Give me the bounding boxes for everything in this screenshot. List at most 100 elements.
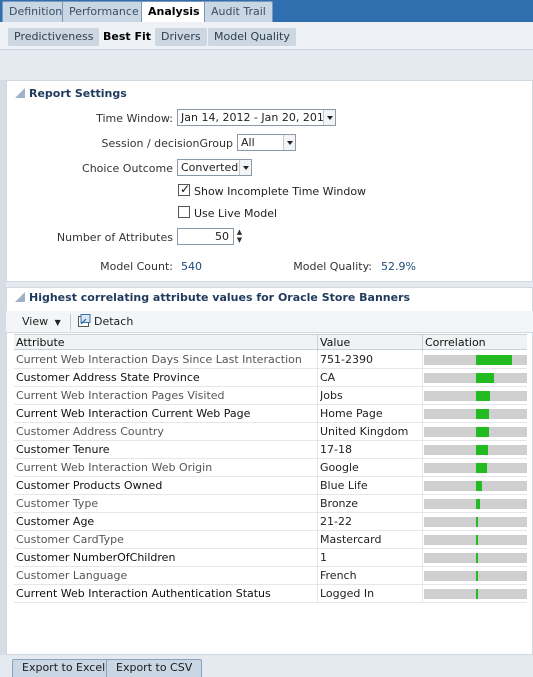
value-cell: Mastercard bbox=[320, 533, 382, 546]
table-row[interactable]: Current Web Interaction Web Origin Google bbox=[14, 459, 527, 477]
session-dropdown[interactable]: All bbox=[237, 134, 296, 151]
column-header-attribute[interactable]: Attribute bbox=[16, 336, 65, 349]
cell-divider bbox=[317, 495, 318, 513]
correlation-bar-track bbox=[424, 571, 527, 581]
top-tab-bar: Definition Performance Analysis Audit Tr… bbox=[0, 0, 533, 23]
cell-divider bbox=[422, 549, 423, 567]
subtab-predictiveness[interactable]: Predictiveness bbox=[8, 28, 100, 46]
cell-divider bbox=[317, 549, 318, 567]
correlation-bar bbox=[476, 481, 482, 491]
attribute-cell: Customer NumberOfChildren bbox=[16, 551, 176, 564]
correlation-bar bbox=[476, 499, 480, 509]
export-excel-button[interactable]: Export to Excel bbox=[12, 659, 116, 677]
show-incomplete-checkbox[interactable] bbox=[178, 182, 190, 196]
correlation-bar-track bbox=[424, 553, 527, 563]
value-cell: Logged In bbox=[320, 587, 375, 600]
attribute-cell: Customer Address Country bbox=[16, 425, 164, 438]
model-quality-value: 52.9% bbox=[381, 260, 416, 273]
cell-divider bbox=[317, 477, 318, 495]
table-row[interactable]: Current Web Interaction Pages Visited Job… bbox=[14, 387, 527, 405]
correlation-bar bbox=[476, 355, 512, 365]
show-incomplete-label: Show Incomplete Time Window bbox=[194, 185, 367, 198]
value-cell: 1 bbox=[320, 551, 327, 564]
session-label: Session / decisionGroup bbox=[101, 137, 233, 150]
use-live-model-checkbox[interactable] bbox=[178, 206, 190, 218]
tab-definition[interactable]: Definition bbox=[2, 1, 70, 22]
subtab-model-quality[interactable]: Model Quality bbox=[208, 28, 296, 46]
correlation-bar-track bbox=[424, 373, 527, 383]
time-window-label: Time Window: bbox=[96, 112, 173, 125]
export-csv-button[interactable]: Export to CSV bbox=[106, 659, 203, 677]
value-cell: Bronze bbox=[320, 497, 359, 510]
bottom-bar: Export to Excel Export to CSV bbox=[0, 655, 533, 677]
column-divider[interactable] bbox=[317, 335, 318, 351]
value-cell: 17-18 bbox=[320, 443, 352, 456]
chevron-down-icon bbox=[323, 110, 335, 125]
correlation-bar-track bbox=[424, 463, 527, 473]
table-row[interactable]: Customer Tenure 17-18 bbox=[14, 441, 527, 459]
collapse-triangle-icon bbox=[15, 88, 25, 98]
table-row[interactable]: Current Web Interaction Authentication S… bbox=[14, 585, 527, 603]
correlation-bar-track bbox=[424, 355, 527, 365]
attribute-cell: Current Web Interaction Web Origin bbox=[16, 461, 213, 474]
time-window-dropdown[interactable]: Jan 14, 2012 - Jan 20, 2012 bbox=[177, 109, 336, 126]
cell-divider bbox=[317, 531, 318, 549]
detach-button[interactable]: Detach bbox=[78, 314, 133, 330]
table-row[interactable]: Customer Address Country United Kingdom bbox=[14, 423, 527, 441]
column-divider[interactable] bbox=[422, 335, 423, 351]
report-settings-header[interactable]: Report Settings bbox=[15, 87, 127, 100]
cell-divider bbox=[317, 369, 318, 387]
left-gutter bbox=[0, 80, 6, 677]
cell-divider bbox=[422, 441, 423, 459]
table-header: Attribute Value Correlation bbox=[14, 334, 527, 351]
cell-divider bbox=[317, 423, 318, 441]
column-header-correlation[interactable]: Correlation bbox=[425, 336, 486, 349]
cell-divider bbox=[422, 585, 423, 603]
table-row[interactable]: Current Web Interaction Days Since Last … bbox=[14, 351, 527, 369]
table-row[interactable]: Current Web Interaction Current Web Page… bbox=[14, 405, 527, 423]
correlation-bar bbox=[476, 517, 478, 527]
table-row[interactable]: Customer Type Bronze bbox=[14, 495, 527, 513]
number-stepper[interactable]: ▲ ▼ bbox=[235, 228, 244, 245]
model-count-value: 540 bbox=[181, 260, 202, 273]
correlation-bar-track bbox=[424, 445, 527, 455]
correlation-bar-track bbox=[424, 427, 527, 437]
view-menu-button[interactable]: View ▼ bbox=[22, 314, 61, 330]
collapse-triangle-icon bbox=[15, 292, 25, 302]
sub-tab-bar: Predictiveness Best Fit Drivers Model Qu… bbox=[0, 22, 533, 50]
table-row[interactable]: Customer Age 21-22 bbox=[14, 513, 527, 531]
table-row[interactable]: Customer Address State Province CA bbox=[14, 369, 527, 387]
tab-performance[interactable]: Performance bbox=[62, 1, 146, 22]
correlation-bar bbox=[476, 571, 478, 581]
attribute-cell: Current Web Interaction Authentication S… bbox=[16, 587, 271, 600]
table-row[interactable]: Customer Products Owned Blue Life bbox=[14, 477, 527, 495]
correlation-bar-track bbox=[424, 409, 527, 419]
value-cell: Jobs bbox=[320, 389, 343, 402]
results-header[interactable]: Highest correlating attribute values for… bbox=[15, 291, 410, 304]
cell-divider bbox=[317, 441, 318, 459]
time-window-value: Jan 14, 2012 - Jan 20, 2012 bbox=[181, 111, 331, 124]
value-cell: French bbox=[320, 569, 357, 582]
stepper-up-icon[interactable]: ▲ bbox=[236, 228, 243, 236]
value-cell: 751-2390 bbox=[320, 353, 373, 366]
column-header-value[interactable]: Value bbox=[320, 336, 351, 349]
tab-analysis[interactable]: Analysis bbox=[141, 1, 207, 23]
table-row[interactable]: Customer NumberOfChildren 1 bbox=[14, 549, 527, 567]
subtab-best-fit[interactable]: Best Fit bbox=[103, 30, 152, 43]
attribute-cell: Customer Tenure bbox=[16, 443, 110, 456]
report-settings-title: Report Settings bbox=[29, 87, 127, 100]
subtab-drivers[interactable]: Drivers bbox=[155, 28, 207, 46]
view-menu-label: View bbox=[22, 315, 49, 328]
table-row[interactable]: Customer CardType Mastercard bbox=[14, 531, 527, 549]
number-of-attributes-input[interactable]: 50 bbox=[177, 228, 234, 245]
table-row[interactable]: Customer Language French bbox=[14, 567, 527, 585]
tab-audit-trail[interactable]: Audit Trail bbox=[204, 1, 273, 22]
correlation-bar-track bbox=[424, 517, 527, 527]
choice-outcome-dropdown[interactable]: Converted bbox=[177, 159, 252, 176]
spacer bbox=[0, 50, 533, 80]
cell-divider bbox=[422, 459, 423, 477]
stepper-down-icon[interactable]: ▼ bbox=[236, 236, 243, 244]
cell-divider bbox=[422, 531, 423, 549]
correlation-bar bbox=[476, 535, 478, 545]
cell-divider bbox=[422, 351, 423, 369]
